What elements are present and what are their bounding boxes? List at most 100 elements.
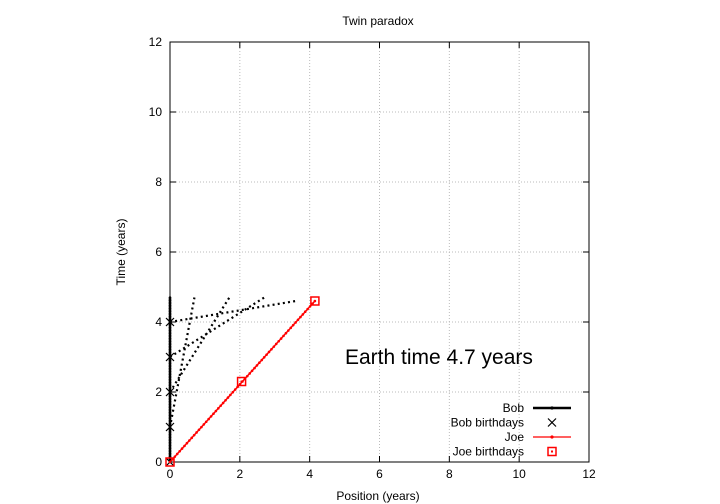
joe-worldline-point: [277, 339, 280, 343]
bob-worldline-point: [168, 362, 172, 365]
joe-worldline-point: [233, 388, 237, 391]
bob-worldline-point: [168, 446, 172, 450]
joe-worldline-point: [180, 447, 184, 450]
bob-birthday-marker: [165, 317, 175, 327]
bob-worldline-point: [168, 345, 172, 349]
joe-birthday-marker: [165, 457, 175, 467]
grid: [170, 42, 589, 462]
x-axis-title: Position (years): [336, 489, 419, 503]
bob-worldline-point: [168, 378, 172, 382]
joe-birthday-marker: [310, 296, 320, 306]
joe-worldline-point: [197, 428, 201, 432]
square-center: [169, 461, 171, 463]
joe-worldline-point: [200, 425, 203, 429]
bob-worldline-point: [168, 438, 172, 442]
square-outline: [236, 376, 247, 387]
joe-worldline-point: [291, 323, 295, 327]
signal-line: [169, 299, 296, 324]
bob-worldline-point: [168, 367, 172, 371]
signal-lines: [168, 296, 296, 428]
bob-worldline-point: [168, 422, 172, 425]
bob-worldline-point: [168, 433, 172, 436]
x-tick-label: 4: [306, 467, 313, 481]
joe-worldline-point: [253, 366, 256, 370]
y-tick-label: 12: [149, 35, 163, 49]
bob-worldline-point: [168, 337, 172, 340]
bob-worldline-point: [168, 323, 172, 327]
joe-worldline-point: [202, 423, 206, 426]
joe-worldline-point: [262, 356, 266, 359]
joe-worldline-point: [192, 433, 196, 437]
bob-worldline-point: [168, 331, 172, 335]
bob-worldline-point: [168, 329, 172, 332]
joe-worldline-point: [260, 358, 264, 362]
bob-worldline-point: [168, 403, 172, 406]
cross-stroke: [547, 418, 557, 427]
joe-worldline-point: [250, 369, 254, 373]
bob-worldline-point: [168, 359, 172, 362]
joe-worldline-point: [272, 345, 276, 348]
bob-worldline-point: [168, 405, 172, 409]
square-center: [240, 380, 243, 383]
square-center: [551, 450, 553, 453]
bob-worldline-point: [168, 318, 172, 321]
legend-label: Joe: [505, 430, 525, 444]
bob-worldline-point: [168, 430, 172, 434]
joe-worldline-point: [195, 431, 198, 434]
x-tick-label: 10: [512, 467, 526, 481]
bob-worldline-point: [168, 304, 172, 308]
bob-worldline-point: [168, 419, 172, 423]
joe-worldline-point: [294, 321, 297, 324]
joe-worldline-point: [284, 331, 288, 335]
legend-point-sample: [550, 406, 554, 410]
joe-worldline-point: [207, 417, 210, 421]
joe-worldline-point: [188, 439, 191, 442]
cross-stroke: [165, 422, 175, 432]
y-tick-label: 10: [149, 105, 163, 119]
bob-worldline-point: [168, 394, 172, 398]
bob-worldline-point: [168, 416, 172, 420]
y-tick-label: 4: [155, 315, 162, 329]
bob-birthday-marker: [165, 352, 175, 362]
joe-worldline-point: [248, 372, 251, 375]
bob-worldline-point: [168, 342, 172, 346]
x-tick-label: 12: [582, 467, 596, 481]
x-tick-label: 2: [236, 467, 243, 481]
joe-worldline-point: [301, 313, 305, 316]
joe-worldline-point: [209, 415, 213, 418]
series: [165, 296, 320, 467]
legend-cross-sample: [547, 418, 557, 427]
bob-worldline-point: [168, 397, 172, 401]
joe-worldline-point: [303, 310, 307, 314]
bob-worldline-point: [168, 444, 172, 447]
bob-worldline-point: [168, 301, 172, 305]
joe-worldline-point: [287, 329, 290, 332]
joe-worldline-point: [217, 407, 220, 410]
bob-worldline-point: [168, 411, 172, 414]
joe-worldline-point: [255, 364, 259, 367]
joe-worldline-point: [296, 318, 300, 322]
legend-point-sample: [550, 435, 554, 439]
bob-worldline-point: [168, 436, 172, 439]
y-axis-title: Time (years): [114, 219, 128, 286]
joe-worldline-point: [289, 326, 293, 330]
joe-worldline-point: [212, 412, 215, 416]
joe-worldline-point: [219, 404, 223, 407]
x-tick-label: 8: [446, 467, 453, 481]
earth-time-annotation: Earth time 4.7 years: [345, 346, 533, 369]
joe-worldline-point: [226, 396, 230, 399]
bob-worldline-point: [168, 400, 172, 403]
bob-worldline-point: [168, 452, 172, 456]
joe-worldline-point: [245, 374, 249, 378]
legend-label: Bob: [503, 401, 525, 415]
bob-worldline-point: [168, 334, 172, 338]
square-outline: [547, 446, 557, 457]
joe-worldline-point: [265, 353, 268, 356]
joe-worldline-point: [306, 307, 309, 311]
joe-birthday-marker: [236, 376, 247, 387]
cross-stroke: [165, 317, 175, 327]
joe-worldline-point: [282, 334, 285, 338]
bob-worldline-point: [168, 340, 172, 343]
